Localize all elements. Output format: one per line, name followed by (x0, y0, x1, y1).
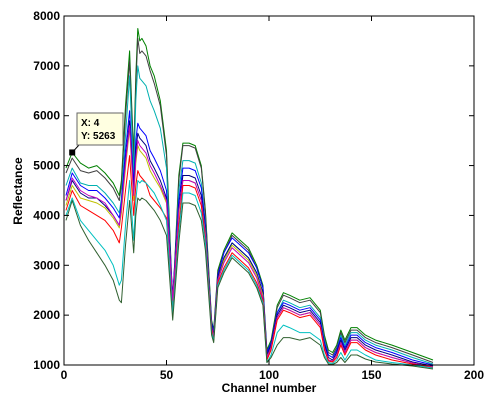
datatip-y-text: Y: 5263 (81, 131, 116, 142)
series-line-9 (65, 180, 434, 369)
datatip-box (76, 112, 124, 146)
datatip-x-text: X: 4 (81, 118, 100, 129)
series-layer (65, 28, 434, 370)
datatip[interactable]: X: 4 Y: 5263 (69, 112, 124, 156)
datatip-marker (69, 149, 76, 156)
series-line-10 (65, 197, 434, 370)
series-line-4 (65, 110, 434, 366)
y-axis-title: Reflectance (11, 157, 25, 225)
x-tick-label: 50 (160, 368, 174, 382)
y-tick-label: 7000 (33, 59, 60, 73)
x-tick-label: 100 (259, 368, 279, 382)
y-tick-label: 4000 (33, 208, 60, 222)
y-tick-label: 2000 (33, 308, 60, 322)
y-tick-label: 6000 (33, 109, 60, 123)
y-tick-label: 8000 (33, 9, 60, 23)
x-tick-label: 0 (61, 368, 68, 382)
y-tick-label: 1000 (33, 358, 60, 372)
series-line-1 (65, 28, 434, 361)
x-axis-title: Channel number (222, 381, 317, 395)
x-tick-label: 200 (464, 368, 484, 382)
y-tick-label: 3000 (33, 258, 60, 272)
x-ticks: 0 50 100 150 200 (61, 16, 484, 382)
series-line-7 (65, 125, 434, 368)
y-tick-label: 5000 (33, 159, 60, 173)
x-tick-label: 150 (361, 368, 381, 382)
y-ticks: 1000 2000 3000 4000 5000 6000 7000 8000 (33, 9, 474, 372)
